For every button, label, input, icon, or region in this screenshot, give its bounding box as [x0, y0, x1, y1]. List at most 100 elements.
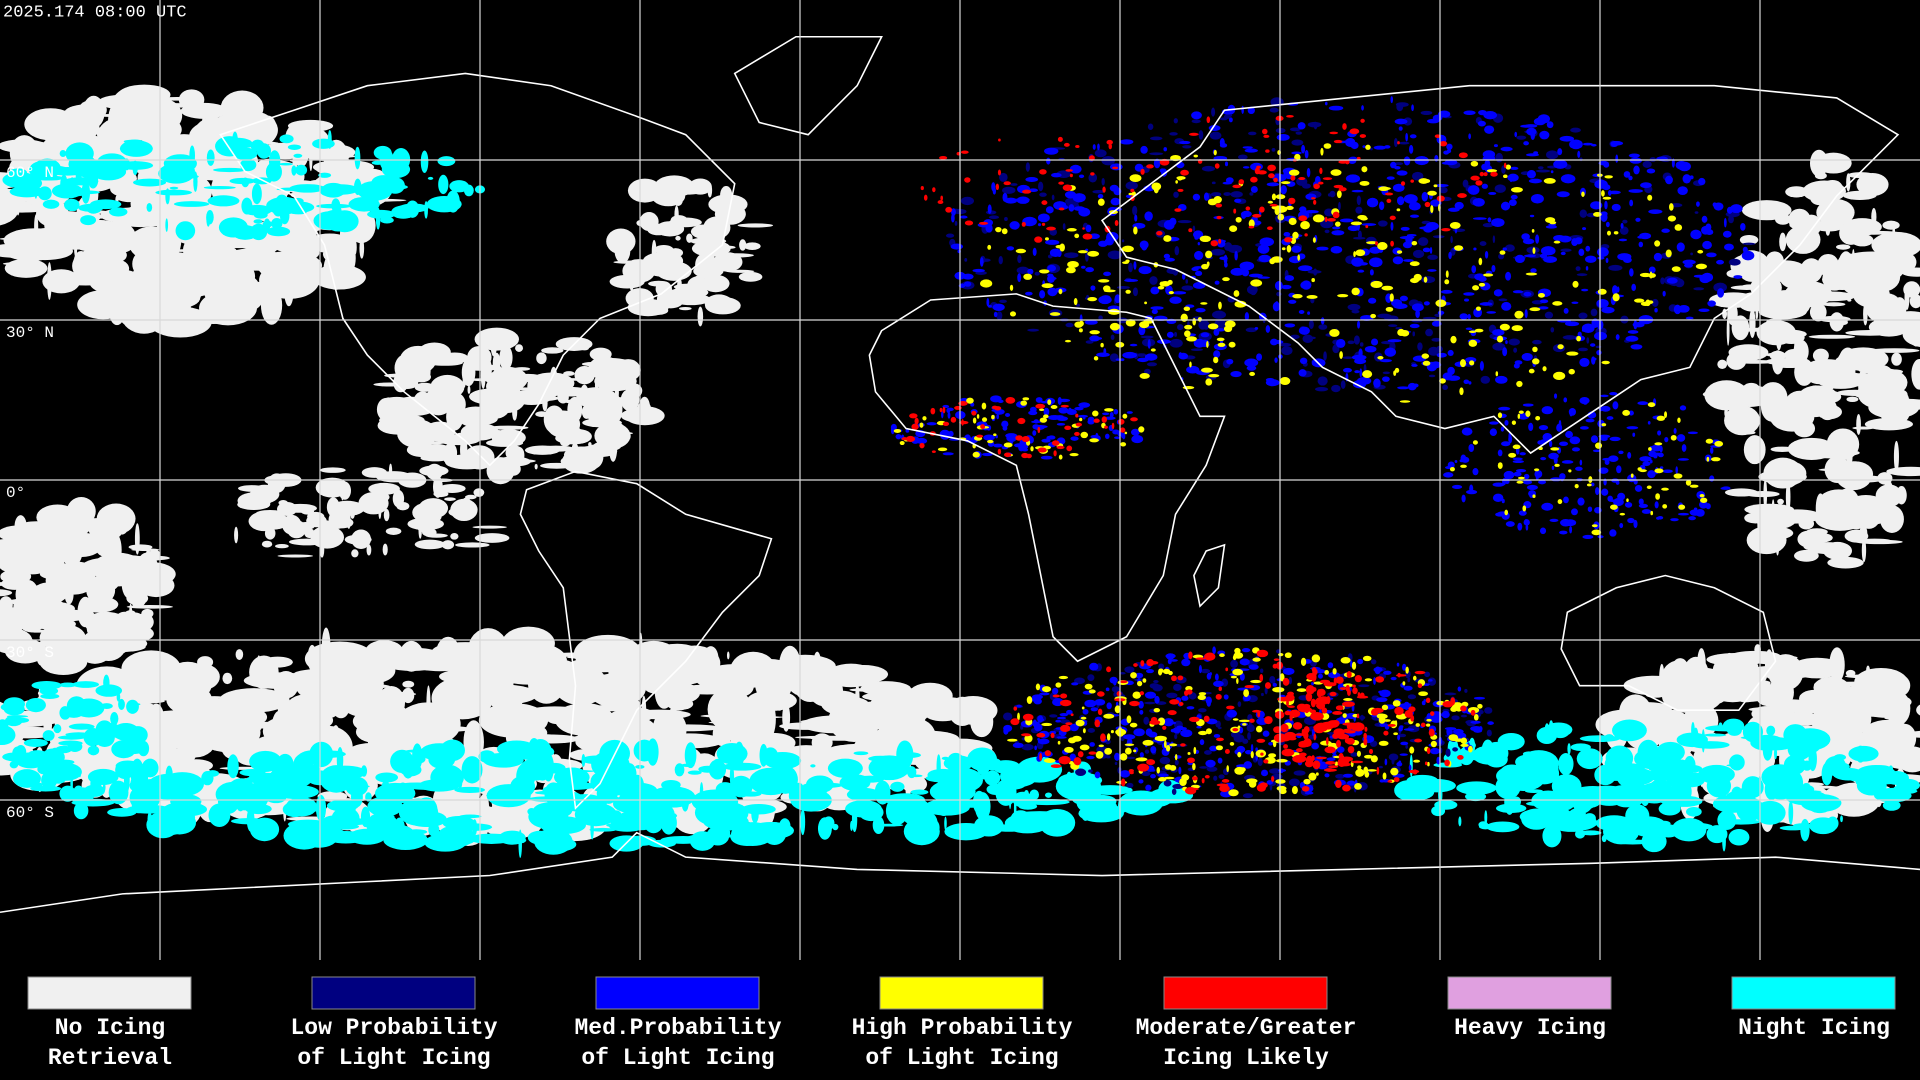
cloud-speck [1044, 237, 1049, 241]
cloud-speck [1318, 324, 1328, 330]
cloud-speck [1801, 214, 1822, 237]
cloud-speck [1542, 366, 1547, 372]
cloud-speck [232, 144, 253, 148]
cloud-speck [1473, 696, 1486, 700]
cloud-speck [911, 423, 919, 430]
cloud-speck [1347, 780, 1356, 786]
cloud-speck [71, 150, 86, 153]
cloud-speck [1849, 497, 1898, 506]
cloud-speck [832, 823, 839, 831]
cloud-speck [1005, 412, 1011, 417]
cloud-speck [1087, 728, 1095, 733]
cloud-speck [1678, 504, 1686, 510]
cloud-speck [1403, 194, 1418, 204]
cloud-speck [1265, 149, 1270, 153]
cloud-speck [1065, 169, 1073, 172]
cloud-speck [335, 784, 370, 789]
cloud-speck [1149, 683, 1160, 689]
cloud-speck [1671, 158, 1675, 168]
cloud-speck [1465, 327, 1473, 330]
cloud-speck [1598, 467, 1609, 474]
cloud-speck [1206, 766, 1218, 772]
cloud-speck [1330, 169, 1342, 176]
cloud-speck [1434, 154, 1439, 162]
cloud-speck [942, 406, 946, 414]
cloud-speck [1288, 299, 1297, 304]
cloud-speck [1086, 755, 1095, 760]
cloud-speck [1773, 461, 1807, 486]
cloud-speck [73, 802, 89, 820]
cloud-speck [1063, 252, 1079, 259]
cloud-speck [1214, 673, 1219, 681]
cloud-speck [1058, 454, 1063, 460]
cloud-speck [1408, 144, 1414, 154]
cloud-speck [96, 503, 136, 535]
cloud-speck [1442, 384, 1449, 390]
cloud-speck [674, 763, 685, 777]
cloud-speck [1492, 342, 1506, 351]
cloud-speck [72, 785, 85, 801]
cloud-speck [905, 428, 910, 433]
cloud-speck [1409, 323, 1420, 329]
cloud-speck [1784, 281, 1833, 308]
cloud-speck [1511, 187, 1523, 193]
cloud-speck [1724, 243, 1734, 251]
cloud-speck [87, 745, 100, 756]
cloud-speck [1184, 330, 1191, 338]
cloud-speck [1641, 509, 1652, 514]
cloud-speck [1603, 162, 1610, 168]
cloud-speck [846, 787, 881, 802]
cloud-speck [1515, 754, 1542, 770]
cloud-speck [490, 332, 497, 357]
cloud-speck [1146, 164, 1154, 169]
cloud-speck [927, 768, 959, 781]
cloud-speck [1591, 356, 1596, 365]
cloud-speck [1445, 270, 1449, 278]
cloud-speck [1022, 189, 1032, 194]
cloud-speck [1824, 756, 1847, 777]
cloud-speck [1582, 227, 1587, 231]
cloud-speck [1609, 499, 1618, 503]
cloud-speck [1405, 132, 1408, 142]
cloud-speck [1347, 303, 1361, 311]
cloud-speck [1521, 233, 1530, 241]
cloud-speck [1481, 183, 1488, 189]
cloud-speck [1779, 825, 1807, 831]
cloud-speck [1087, 785, 1133, 795]
cloud-speck [900, 752, 921, 759]
cloud-speck [1098, 295, 1112, 305]
cloud-speck [1768, 654, 1804, 691]
cloud-speck [1421, 353, 1430, 359]
cloud-speck [1654, 307, 1658, 313]
cloud-speck [1009, 764, 1030, 772]
cloud-speck [1583, 795, 1602, 803]
cloud-speck [235, 798, 256, 811]
cloud-speck [1212, 646, 1216, 655]
cloud-speck [1526, 169, 1536, 179]
cloud-speck [1400, 329, 1410, 337]
cloud-speck [327, 130, 332, 149]
cloud-speck [1354, 358, 1367, 365]
cloud-speck [1288, 778, 1300, 787]
cloud-speck [1254, 167, 1260, 175]
cloud-speck [385, 527, 402, 535]
cloud-speck [1638, 469, 1647, 473]
cloud-speck [1267, 226, 1273, 231]
cloud-speck [1647, 300, 1654, 304]
cloud-speck [418, 525, 434, 533]
cloud-speck [1587, 785, 1627, 797]
cloud-speck [46, 609, 90, 622]
cloud-speck [1435, 299, 1447, 307]
cloud-speck [1568, 407, 1576, 416]
cloud-speck [1666, 277, 1678, 284]
cloud-speck [993, 443, 1003, 448]
cloud-speck [450, 533, 459, 540]
cloud-speck [146, 773, 189, 800]
cloud-speck [1139, 709, 1144, 715]
cloud-speck [1654, 240, 1661, 247]
cloud-speck [1531, 228, 1535, 233]
cloud-speck [1241, 647, 1251, 653]
cloud-speck [1634, 298, 1645, 303]
cloud-speck [1497, 412, 1503, 419]
cloud-speck [1441, 161, 1453, 165]
